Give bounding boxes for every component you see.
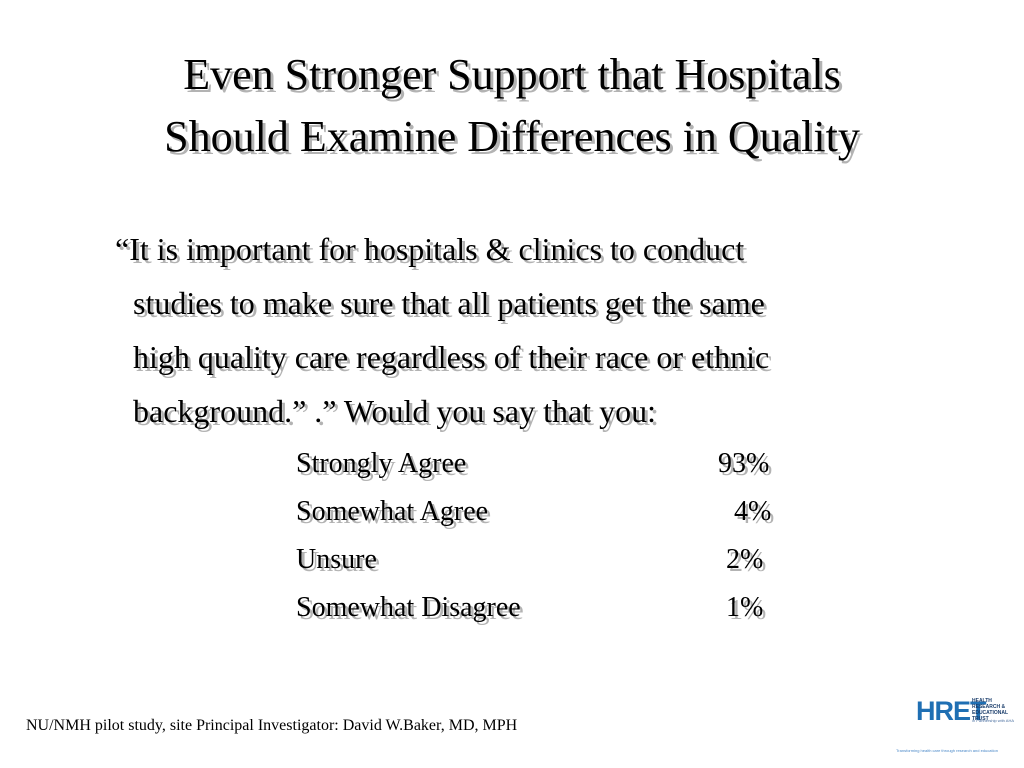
response-label: Somewhat Agree <box>296 496 489 527</box>
survey-question-line-3: high quality care regardless of their ra… <box>133 339 770 375</box>
response-label: Somewhat Disagree <box>296 592 521 623</box>
slide-title-line-1: Even Stronger Support that Hospitals <box>183 50 841 99</box>
response-row-somewhat-disagree: Somewhat Disagree 1% <box>296 584 816 632</box>
survey-question-line-4: background.” .” Would you say that you: <box>133 393 656 429</box>
response-row-unsure: Unsure 2% <box>296 536 816 584</box>
response-percent: 93% <box>718 448 770 479</box>
hret-logo: HRET HEALTH RESEARCH & EDUCATIONAL TRUST… <box>896 696 1016 760</box>
slide-title-line-2: Should Examine Differences in Quality <box>164 112 860 161</box>
survey-question-line-2: studies to make sure that all patients g… <box>133 285 765 321</box>
response-row-somewhat-agree: Somewhat Agree 4% <box>296 488 816 536</box>
survey-question: “It is important for hospitals & clinics… <box>115 222 945 438</box>
hret-logo-tagline: HEALTH RESEARCH & EDUCATIONAL TRUST <box>972 698 1008 722</box>
footer-citation: NU/NMH pilot study, site Principal Inves… <box>26 717 518 734</box>
response-percent: 2% <box>726 544 764 575</box>
hret-logo-mark: HRET <box>916 696 986 726</box>
slide-title: Even Stronger Support that Hospitals Sho… <box>0 44 1024 168</box>
survey-question-line-1: “It is important for hospitals & clinics… <box>115 231 745 267</box>
response-percent: 1% <box>726 592 764 623</box>
response-list: Strongly Agree 93% Somewhat Agree 4% Uns… <box>296 440 816 632</box>
response-row-strongly-agree: Strongly Agree 93% <box>296 440 816 488</box>
response-percent: 4% <box>734 496 772 527</box>
hret-logo-partner: in Partnership with AHA <box>972 718 1015 723</box>
response-label: Unsure <box>296 544 377 575</box>
hret-logo-slogan: Transforming health care through researc… <box>896 748 998 753</box>
response-label: Strongly Agree <box>296 448 467 479</box>
